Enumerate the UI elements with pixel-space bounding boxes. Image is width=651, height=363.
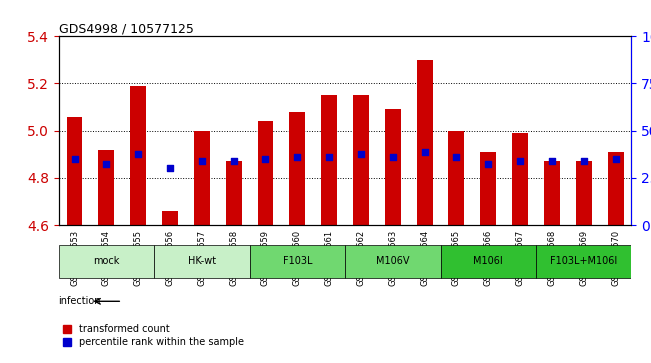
Text: M106I: M106I — [473, 256, 503, 266]
Text: F103L: F103L — [283, 256, 312, 266]
Point — [292, 154, 303, 160]
Bar — [194, 131, 210, 225]
Point — [133, 151, 143, 157]
Bar — [66, 117, 83, 225]
Bar — [607, 152, 624, 225]
Bar — [575, 161, 592, 225]
Point — [483, 161, 493, 167]
Text: HK-wt: HK-wt — [187, 256, 216, 266]
FancyBboxPatch shape — [536, 245, 631, 278]
Bar — [289, 112, 305, 225]
FancyBboxPatch shape — [249, 245, 345, 278]
Bar — [417, 60, 432, 225]
Point — [101, 161, 111, 167]
Text: GDS4998 / 10577125: GDS4998 / 10577125 — [59, 22, 193, 35]
Point — [229, 158, 239, 164]
Text: M106V: M106V — [376, 256, 409, 266]
Point — [387, 154, 398, 160]
Point — [355, 151, 366, 157]
Point — [451, 154, 462, 160]
Point — [69, 156, 79, 162]
Bar — [353, 95, 369, 225]
Bar — [162, 211, 178, 225]
Text: F103L+M106I: F103L+M106I — [550, 256, 617, 266]
Bar — [258, 121, 273, 225]
Text: mock: mock — [93, 256, 120, 266]
Point — [260, 156, 271, 162]
FancyBboxPatch shape — [154, 245, 249, 278]
Point — [515, 158, 525, 164]
Legend: transformed count, percentile rank within the sample: transformed count, percentile rank withi… — [63, 324, 244, 347]
Point — [165, 166, 175, 171]
Bar — [98, 150, 115, 225]
Point — [547, 158, 557, 164]
Bar — [321, 95, 337, 225]
Text: infection: infection — [59, 296, 101, 306]
Bar — [130, 86, 146, 225]
FancyBboxPatch shape — [59, 245, 154, 278]
Bar — [226, 161, 242, 225]
Bar — [449, 131, 464, 225]
Point — [197, 158, 207, 164]
Point — [611, 156, 621, 162]
Point — [579, 158, 589, 164]
Bar — [544, 161, 560, 225]
Point — [324, 154, 335, 160]
Bar — [385, 110, 401, 225]
Bar — [512, 133, 528, 225]
FancyBboxPatch shape — [441, 245, 536, 278]
Point — [419, 149, 430, 155]
Bar — [480, 152, 496, 225]
FancyBboxPatch shape — [345, 245, 441, 278]
